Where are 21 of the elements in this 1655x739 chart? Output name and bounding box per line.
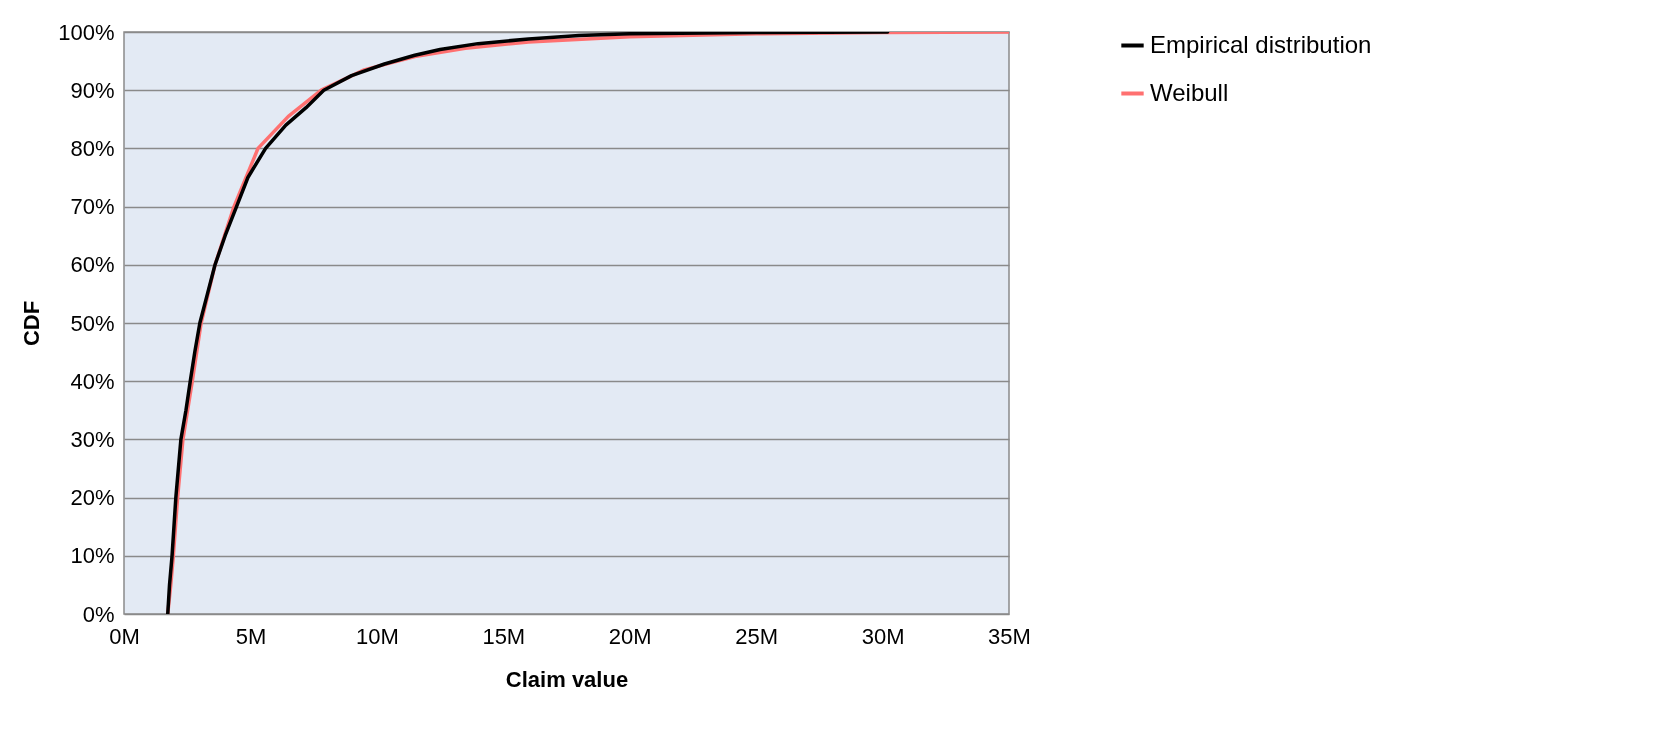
y-tick-label: 50% (70, 310, 115, 336)
legend-label: Empirical distribution (1150, 30, 1372, 58)
y-tick-label: 40% (70, 368, 115, 394)
y-tick-label: 20% (70, 485, 115, 511)
x-tick-label: 5M (235, 623, 267, 649)
y-tick-label: 90% (70, 77, 115, 103)
x-tick-label: 15M (482, 623, 526, 649)
y-tick-label: 10% (70, 543, 115, 569)
y-tick-label: 60% (70, 252, 115, 278)
y-tick-label: 80% (70, 135, 115, 161)
y-axis-title: CDF (19, 300, 45, 347)
x-tick-label: 25M (735, 623, 779, 649)
x-axis-title: Claim value (505, 666, 629, 692)
y-tick-label: 100% (58, 19, 115, 45)
y-tick-label: 30% (70, 426, 115, 452)
y-tick-label: 70% (70, 194, 115, 220)
x-tick-label: 35M (988, 623, 1031, 649)
x-tick-label: 20M (608, 623, 652, 649)
legend-label: Weibull (1150, 78, 1229, 106)
x-tick-label: 10M (355, 623, 399, 649)
x-tick-label: 30M (861, 623, 905, 649)
